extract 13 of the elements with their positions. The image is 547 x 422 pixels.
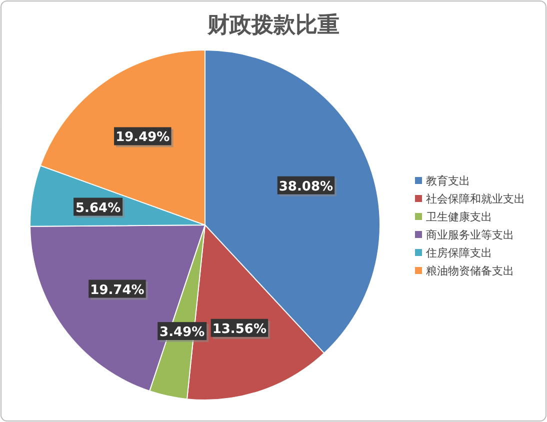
legend-label: 粮油物资储备支出 — [426, 264, 514, 278]
legend-label: 社会保障和就业支出 — [426, 192, 525, 206]
data-label: 38.08% — [278, 179, 334, 194]
data-label: 13.56% — [212, 322, 267, 337]
legend-label: 教育支出 — [426, 174, 470, 188]
legend-label: 商业服务业等支出 — [426, 228, 514, 242]
legend-label: 卫生健康支出 — [426, 210, 492, 224]
chart-title: 财政拨款比重 — [206, 13, 340, 38]
data-label: 5.64% — [75, 200, 121, 216]
legend-label: 住房保障支出 — [426, 246, 492, 260]
data-label: 19.74% — [90, 282, 144, 298]
data-label: 3.49% — [160, 325, 205, 340]
data-label: 19.49% — [116, 130, 170, 146]
